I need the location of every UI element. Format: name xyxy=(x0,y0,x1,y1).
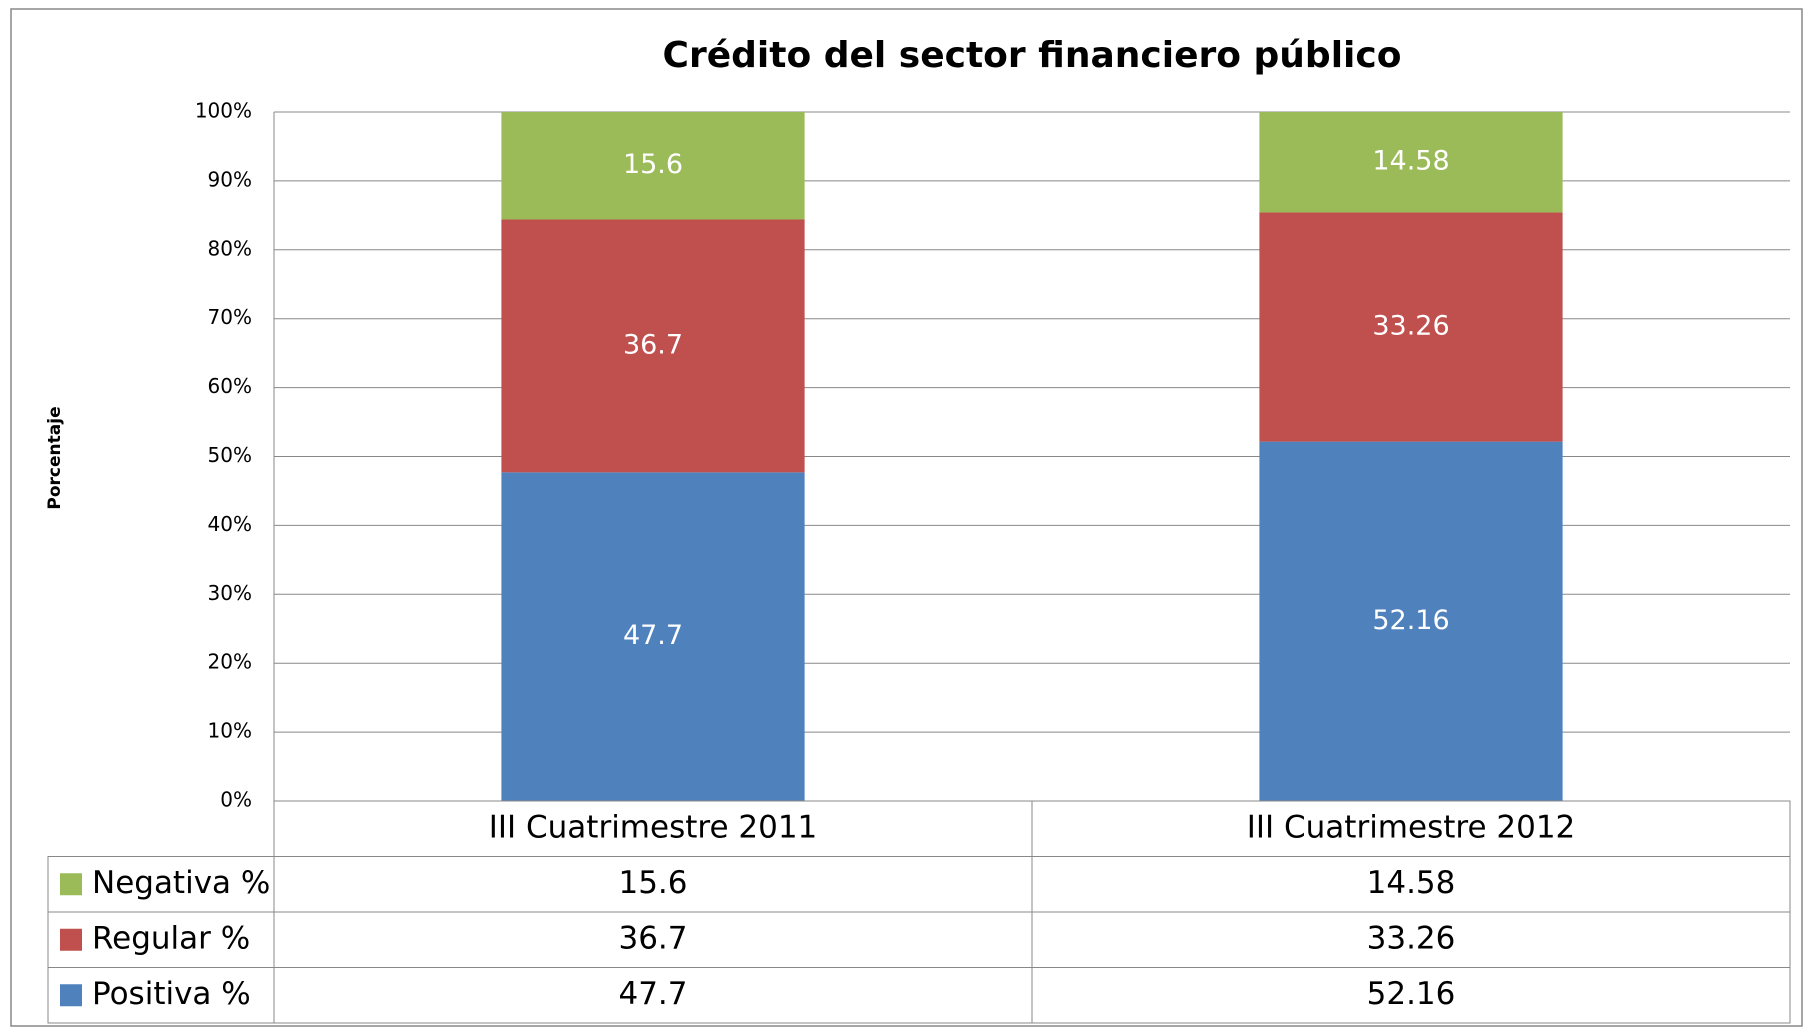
y-tick-label: 80% xyxy=(208,236,252,260)
y-tick-label: 60% xyxy=(208,374,252,398)
y-tick-label: 20% xyxy=(208,650,252,674)
table-value: 33.26 xyxy=(1367,920,1456,956)
y-tick-label: 70% xyxy=(208,305,252,329)
data-label: 15.6 xyxy=(623,149,683,180)
y-tick-label: 90% xyxy=(208,167,252,191)
bar-segment xyxy=(1259,212,1563,442)
y-tick-label: 40% xyxy=(208,512,252,536)
data-label: 36.7 xyxy=(623,329,683,360)
data-label: 52.16 xyxy=(1372,605,1449,636)
y-tick-label: 50% xyxy=(208,443,252,467)
table-value: 14.58 xyxy=(1367,865,1456,901)
bar-segment xyxy=(501,472,805,801)
data-label: 33.26 xyxy=(1372,311,1449,342)
y-tick-label: 100% xyxy=(195,99,252,123)
y-tick-label: 30% xyxy=(208,581,252,605)
table-value: 15.6 xyxy=(618,865,687,901)
table-row xyxy=(47,967,1791,1024)
table-category: III Cuatrimestre 2012 xyxy=(1247,809,1576,845)
y-tick-label: 10% xyxy=(208,719,252,743)
bar-segment xyxy=(1259,112,1563,213)
table-value: 36.7 xyxy=(618,920,687,956)
chart-title: Crédito del sector financiero público xyxy=(663,35,1402,76)
legend-key xyxy=(60,928,82,951)
legend-key xyxy=(60,873,82,896)
table-value: 47.7 xyxy=(618,976,687,1012)
legend-key xyxy=(60,984,82,1007)
bar-segment xyxy=(501,112,805,220)
table-value: 52.16 xyxy=(1367,976,1456,1012)
bar-segment xyxy=(1259,441,1563,801)
data-label: 14.58 xyxy=(1372,146,1449,177)
data-label: 47.7 xyxy=(623,620,683,651)
legend-label: Regular % xyxy=(92,920,250,956)
legend-label: Negativa % xyxy=(92,865,270,901)
table-category: III Cuatrimestre 2011 xyxy=(489,809,818,845)
y-tick-label: 0% xyxy=(220,788,252,812)
y-axis-label: Porcentaje xyxy=(45,406,65,509)
bar-segment xyxy=(501,219,805,473)
legend-label: Positiva % xyxy=(92,976,251,1012)
